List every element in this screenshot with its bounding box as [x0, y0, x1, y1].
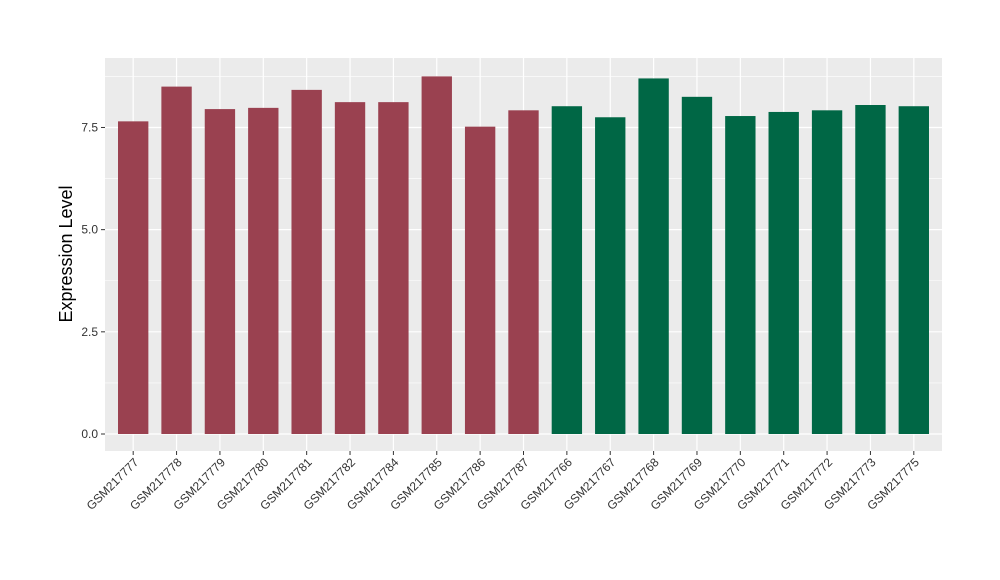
bar-GSM217771 — [768, 111, 799, 435]
bar-GSM217779 — [204, 109, 236, 434]
y-tick-label: 7.5 — [81, 120, 98, 134]
y-tick-label: 5.0 — [81, 223, 98, 237]
bar-GSM217775 — [898, 106, 929, 435]
bar-GSM217784 — [378, 102, 409, 434]
bar-GSM217780 — [248, 107, 279, 434]
bar-GSM217770 — [725, 116, 756, 434]
bar-GSM217773 — [855, 105, 886, 434]
x-axis: GSM217777GSM217778GSM217779GSM217780GSM2… — [84, 451, 922, 513]
bar-GSM217782 — [334, 102, 366, 434]
bar-GSM217768 — [638, 78, 669, 434]
bar-GSM217781 — [291, 89, 322, 434]
y-tick-label: 2.5 — [81, 325, 98, 339]
bar-GSM217785 — [421, 76, 452, 435]
y-axis-title: Expression Level — [56, 185, 76, 322]
bar-GSM217769 — [681, 96, 713, 435]
bar-GSM217778 — [161, 86, 192, 434]
bar-GSM217777 — [118, 121, 149, 434]
bar-GSM217766 — [551, 106, 583, 435]
bar-GSM217786 — [464, 126, 496, 435]
bar-GSM217772 — [811, 110, 843, 434]
bar-GSM217767 — [595, 117, 626, 435]
y-tick-label: 0.0 — [81, 427, 98, 441]
bar-GSM217787 — [508, 110, 539, 434]
bars — [118, 76, 929, 435]
y-axis: 0.0 2.5 5.0 7.5 — [81, 120, 105, 441]
